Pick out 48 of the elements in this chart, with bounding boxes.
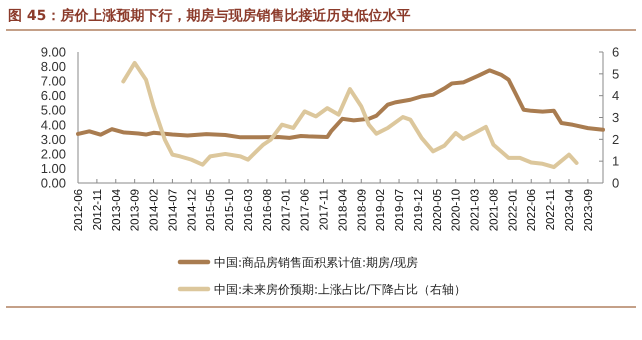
x-tick-label: 2019-07 [394, 189, 406, 232]
y2-tick-label: 3 [612, 110, 620, 125]
x-tick-label: 2017-01 [280, 189, 293, 232]
y-tick-label: 7.00 [40, 74, 66, 89]
x-tick-label: 2017-11 [318, 189, 331, 230]
x-tick-label: 2014-12 [186, 189, 198, 232]
y-tick-label: 4.00 [40, 117, 66, 132]
x-tick-label: 2023-09 [582, 189, 595, 232]
legend-label: 中国:商品房销售面积累计值:期房/现房 [214, 256, 418, 270]
x-tick-label: 2015-05 [205, 189, 218, 232]
x-tick-label: 2015-10 [224, 189, 236, 232]
x-tick-label: 2018-04 [337, 188, 350, 232]
y2-tick-label: 2 [612, 132, 620, 147]
x-tick-label: 2022-01 [507, 189, 520, 232]
x-tick-label: 2019-12 [412, 189, 425, 232]
x-tick-label: 2013-09 [130, 189, 142, 232]
x-tick-label: 2014-02 [148, 189, 161, 232]
y2-tick-label: 6 [612, 44, 620, 60]
y-tick-label: 6.00 [40, 88, 66, 104]
x-tick-label: 2020-05 [432, 189, 444, 232]
y2-tick-label: 4 [612, 88, 620, 104]
y-tick-label: 0.00 [40, 176, 66, 190]
x-tick-label: 2012-06 [73, 189, 85, 232]
x-tick-label: 2019-02 [375, 189, 388, 232]
y-tick-label: 2.00 [40, 146, 66, 162]
y-tick-label: 8.00 [40, 59, 66, 74]
x-tick-label: 2021-03 [470, 189, 482, 232]
y-tick-label: 3.00 [40, 132, 66, 147]
x-tick-label: 2014-07 [167, 189, 180, 232]
y2-tick-label: 1 [612, 154, 620, 169]
x-tick-label: 2021-08 [488, 189, 500, 232]
x-tick-label: 2023-04 [564, 188, 576, 232]
x-tick-label: 2016-03 [242, 189, 255, 232]
y2-tick-label: 0 [612, 176, 620, 190]
x-tick-label: 2017-06 [300, 189, 312, 232]
y-tick-label: 5.00 [40, 102, 66, 118]
x-tick-label: 2020-10 [450, 189, 463, 232]
x-tick-label: 2013-04 [110, 188, 123, 232]
y-tick-label: 1.00 [40, 160, 66, 176]
x-tick-label: 2022-06 [526, 189, 538, 232]
x-tick-label: 2022-11 [545, 189, 558, 230]
x-tick-label: 2012-11 [92, 189, 104, 230]
x-tick-label: 2016-08 [262, 189, 274, 232]
legend-label: 中国:未来房价预期:上涨占比/下降占比（右轴） [214, 282, 466, 296]
title: 图 45：房价上涨预期下行，期房与现房销售比接近历史低位水平 [8, 8, 410, 24]
x-tick-label: 2018-09 [356, 189, 368, 232]
y2-tick-label: 5 [612, 66, 620, 82]
y-tick-label: 9.00 [40, 44, 66, 60]
